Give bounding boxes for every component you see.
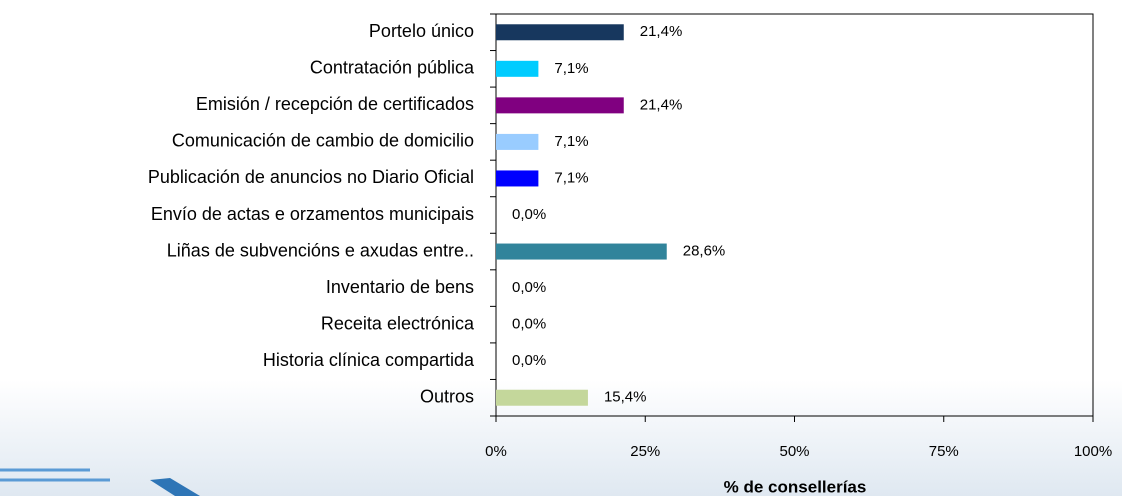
y-tick-label: Portelo único	[369, 21, 474, 41]
x-tick-label: 75%	[929, 443, 959, 460]
y-tick-label: Envío de actas e orzamentos municipais	[151, 204, 474, 224]
bar	[496, 97, 624, 114]
decoration	[150, 478, 200, 496]
value-label: 21,4%	[640, 23, 683, 40]
bar	[496, 24, 624, 41]
value-label: 15,4%	[604, 389, 647, 406]
y-tick-label: Inventario de bens	[326, 277, 474, 297]
bar	[496, 389, 588, 406]
value-label: 0,0%	[512, 206, 546, 223]
y-tick-label: Publicación de anuncios no Diario Oficia…	[148, 167, 474, 187]
y-tick-label: Historia clínica compartida	[263, 350, 475, 370]
y-tick-label: Receita electrónica	[321, 313, 475, 333]
x-tick-label: 0%	[485, 443, 507, 460]
bar	[496, 133, 539, 150]
value-label: 7,1%	[554, 133, 588, 150]
value-label: 21,4%	[640, 96, 683, 113]
value-label: 0,0%	[512, 279, 546, 296]
y-tick-label: Outros	[420, 386, 474, 406]
bar	[496, 60, 539, 77]
x-tick-label: 100%	[1074, 443, 1112, 460]
y-tick-label: Contratación pública	[310, 58, 475, 78]
y-tick-label: Liñas de subvencións e axudas entre..	[167, 240, 474, 260]
value-label: 0,0%	[512, 352, 546, 369]
x-tick-label: 50%	[779, 443, 809, 460]
x-tick-label: 25%	[630, 443, 660, 460]
value-label: 7,1%	[554, 60, 588, 77]
value-label: 7,1%	[554, 169, 588, 186]
y-tick-label: Comunicación de cambio de domicilio	[172, 131, 474, 151]
value-label: 0,0%	[512, 316, 546, 333]
value-label: 28,6%	[683, 243, 726, 260]
bar	[496, 243, 667, 260]
x-axis-label: % de consellerías	[724, 477, 867, 496]
decoration	[0, 468, 110, 482]
y-tick-label: Emisión / recepción de certificados	[196, 94, 474, 114]
bar	[496, 170, 539, 187]
